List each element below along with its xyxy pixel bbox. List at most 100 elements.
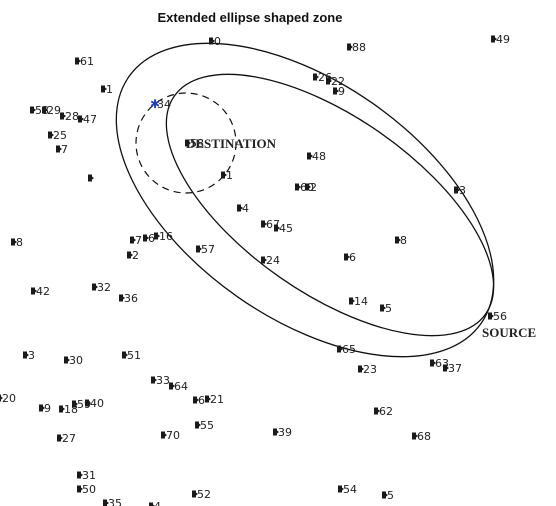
node-marker-icon — [295, 183, 301, 191]
node-marker-icon — [103, 499, 109, 506]
node-marker-icon — [209, 37, 215, 45]
node-label: 6 — [198, 394, 205, 407]
node-marker-icon — [85, 399, 91, 407]
node: 58 — [185, 137, 204, 150]
node-marker-icon — [60, 112, 66, 120]
node-label: 49 — [496, 33, 510, 46]
node-label: 34 — [157, 98, 171, 111]
node: 5 — [380, 302, 392, 315]
node-marker-icon — [273, 428, 279, 436]
node-label: 1 — [106, 83, 113, 96]
node-marker-icon — [196, 245, 202, 253]
node-label: 9 — [44, 402, 51, 415]
node-label: 2 — [310, 181, 317, 194]
node-label: 33 — [156, 374, 170, 387]
node-star-icon: ✱ — [150, 97, 160, 111]
node-marker-icon — [78, 115, 84, 123]
node-marker-icon — [430, 359, 436, 367]
node-label: 20 — [2, 392, 16, 405]
node: 45 — [274, 222, 293, 235]
node-label: 36 — [124, 292, 138, 305]
node-label: 47 — [83, 113, 97, 126]
node-label: 42 — [36, 285, 50, 298]
node: 54 — [338, 483, 357, 496]
node-label: 29 — [47, 104, 61, 117]
node-label: 68 — [417, 430, 431, 443]
node: 47 — [78, 113, 97, 126]
node-label: 48 — [312, 150, 326, 163]
node-marker-icon — [31, 287, 37, 295]
node: 29 — [42, 104, 61, 117]
node-marker-icon — [395, 236, 401, 244]
node-marker-icon — [454, 186, 460, 194]
node: 50 — [77, 483, 96, 496]
node-marker-icon — [0, 394, 3, 402]
source-label: SOURCE — [482, 325, 536, 340]
node-marker-icon — [161, 431, 167, 439]
node-marker-icon — [122, 351, 128, 359]
node-marker-icon — [59, 405, 65, 413]
node: 5 — [382, 489, 394, 502]
nodes-layer: 088496126229153292847✱342575848160234674… — [0, 33, 510, 506]
node-marker-icon — [57, 434, 63, 442]
node-label: 8 — [400, 234, 407, 247]
node: 68 — [412, 430, 431, 443]
node: 4 — [149, 500, 161, 506]
node-marker-icon — [261, 256, 267, 264]
node — [88, 174, 94, 182]
node-marker-icon — [305, 183, 311, 191]
node: 3 — [454, 184, 466, 197]
node-label: 25 — [53, 129, 67, 142]
node: 2 — [305, 181, 317, 194]
node: 55 — [195, 419, 214, 432]
node: 4 — [237, 202, 249, 215]
node-marker-icon — [193, 396, 199, 404]
node: 0 — [209, 35, 221, 48]
node-marker-icon — [358, 365, 364, 373]
node-label: 58 — [190, 137, 204, 150]
node-label: 31 — [82, 469, 96, 482]
node: 28 — [60, 110, 79, 123]
node-marker-icon — [127, 251, 133, 259]
node-label: 54 — [343, 483, 357, 496]
node: 42 — [31, 285, 50, 298]
node-label: 61 — [80, 55, 94, 68]
node: 23 — [358, 363, 377, 376]
node-label: 14 — [354, 295, 368, 308]
node-marker-icon — [77, 485, 83, 493]
node-label: 9 — [338, 85, 345, 98]
node: 20 — [0, 392, 16, 405]
node-marker-icon — [185, 139, 191, 147]
node-label: 3 — [459, 184, 466, 197]
node-marker-icon — [39, 404, 45, 412]
node-marker-icon — [221, 171, 227, 179]
node-marker-icon — [261, 220, 267, 228]
node: 32 — [92, 281, 111, 294]
node-marker-icon — [77, 471, 83, 479]
node: 30 — [64, 354, 83, 367]
node: 25 — [48, 129, 67, 142]
node-label: 24 — [266, 254, 280, 267]
node-marker-icon — [333, 87, 339, 95]
node-marker-icon — [313, 73, 319, 81]
node-marker-icon — [382, 491, 388, 499]
node-label: 7 — [61, 143, 68, 156]
node: 8 — [11, 236, 23, 249]
node-marker-icon — [88, 174, 94, 182]
destination-label: DESTINATION — [186, 136, 277, 151]
node-label: 6 — [349, 251, 356, 264]
node-marker-icon — [119, 294, 125, 302]
node: 16 — [154, 230, 173, 243]
node-label: 5 — [385, 302, 392, 315]
node-marker-icon — [72, 400, 78, 408]
node: 35 — [103, 497, 122, 506]
node-label: 5 — [387, 489, 394, 502]
node-label: 70 — [166, 429, 180, 442]
node-label: 22 — [331, 75, 345, 88]
node-label: 39 — [278, 426, 292, 439]
node: 40 — [85, 397, 104, 410]
node: 24 — [261, 254, 280, 267]
node-marker-icon — [30, 106, 36, 114]
node-marker-icon — [92, 283, 98, 291]
